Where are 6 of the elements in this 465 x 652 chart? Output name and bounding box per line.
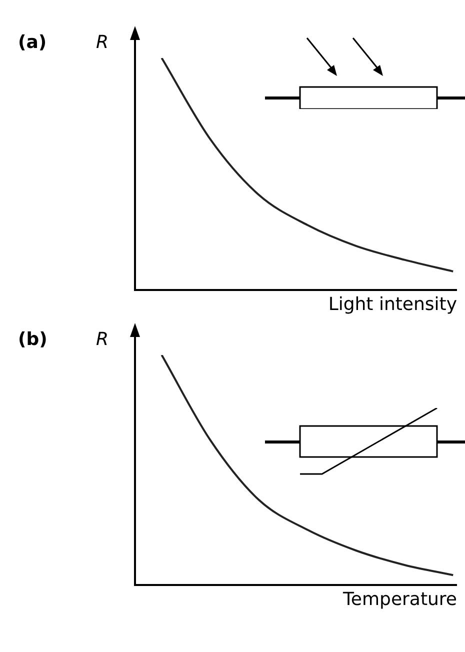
x-axis-title: Light intensity [328, 294, 457, 315]
y-axis-title: R [96, 32, 109, 53]
y-axis-title: R [96, 329, 109, 350]
x-axis-title: Temperature [342, 589, 457, 610]
chart-title: (b) [18, 329, 48, 350]
chart-title: (a) [18, 32, 47, 53]
